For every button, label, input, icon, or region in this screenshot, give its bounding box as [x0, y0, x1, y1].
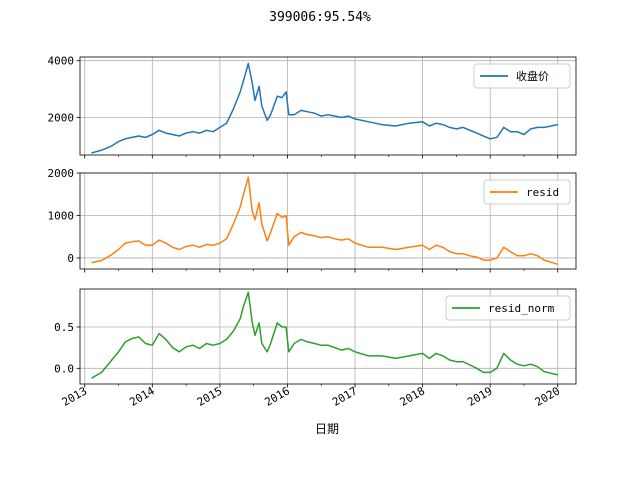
chart-panels: 2000 4000 收盘价 0 1000 2000 resid 0.0 0.5 resid_nor… — [48, 55, 577, 388]
x-tick-label: 2013 — [60, 384, 89, 409]
axes-frame — [79, 56, 577, 156]
y-tick-label: 2000 — [48, 112, 75, 125]
x-tick-label: 2018 — [398, 384, 427, 409]
legend: resid_norm — [445, 295, 571, 321]
series-line-收盘价 — [91, 62, 558, 154]
y-tick-label: 2000 — [48, 167, 75, 180]
axes-frame — [79, 288, 577, 385]
legend-label: resid_norm — [488, 302, 555, 315]
y-tick-label: 1000 — [48, 209, 75, 222]
x-axis-label: 日期 — [315, 422, 339, 436]
x-tick-label: 2015 — [195, 384, 224, 409]
y-tick-label: 0.0 — [54, 362, 74, 375]
y-tick-label: 0 — [67, 252, 74, 265]
x-axis-ticks: 2013 2014 2015 2016 2017 2018 2019 2020 — [60, 384, 562, 409]
x-tick-label: 2019 — [465, 384, 494, 409]
legend-box — [473, 63, 571, 89]
panel-resid: 0 1000 2000 resid — [48, 167, 577, 273]
x-tick-label: 2014 — [127, 384, 157, 409]
legend: resid — [483, 179, 571, 205]
axes-frame — [79, 172, 577, 270]
panel-收盘价: 2000 4000 收盘价 — [48, 55, 577, 159]
legend-label: 收盘价 — [516, 69, 549, 83]
chart-title: 399006:95.54% — [269, 10, 371, 25]
legend-label: resid — [526, 186, 559, 199]
series-line-resid_norm — [91, 291, 558, 379]
legend: 收盘价 — [473, 63, 571, 89]
y-tick-label: 4000 — [48, 55, 75, 68]
x-tick-label: 2016 — [263, 384, 292, 409]
legend-box — [483, 179, 571, 205]
legend-box — [445, 295, 571, 321]
x-tick-label: 2017 — [330, 384, 359, 409]
y-tick-label: 0.5 — [54, 321, 74, 334]
x-tick-label: 2020 — [533, 384, 562, 409]
series-line-resid — [91, 176, 559, 266]
panel-resid_norm: 0.0 0.5 resid_norm — [54, 288, 577, 388]
